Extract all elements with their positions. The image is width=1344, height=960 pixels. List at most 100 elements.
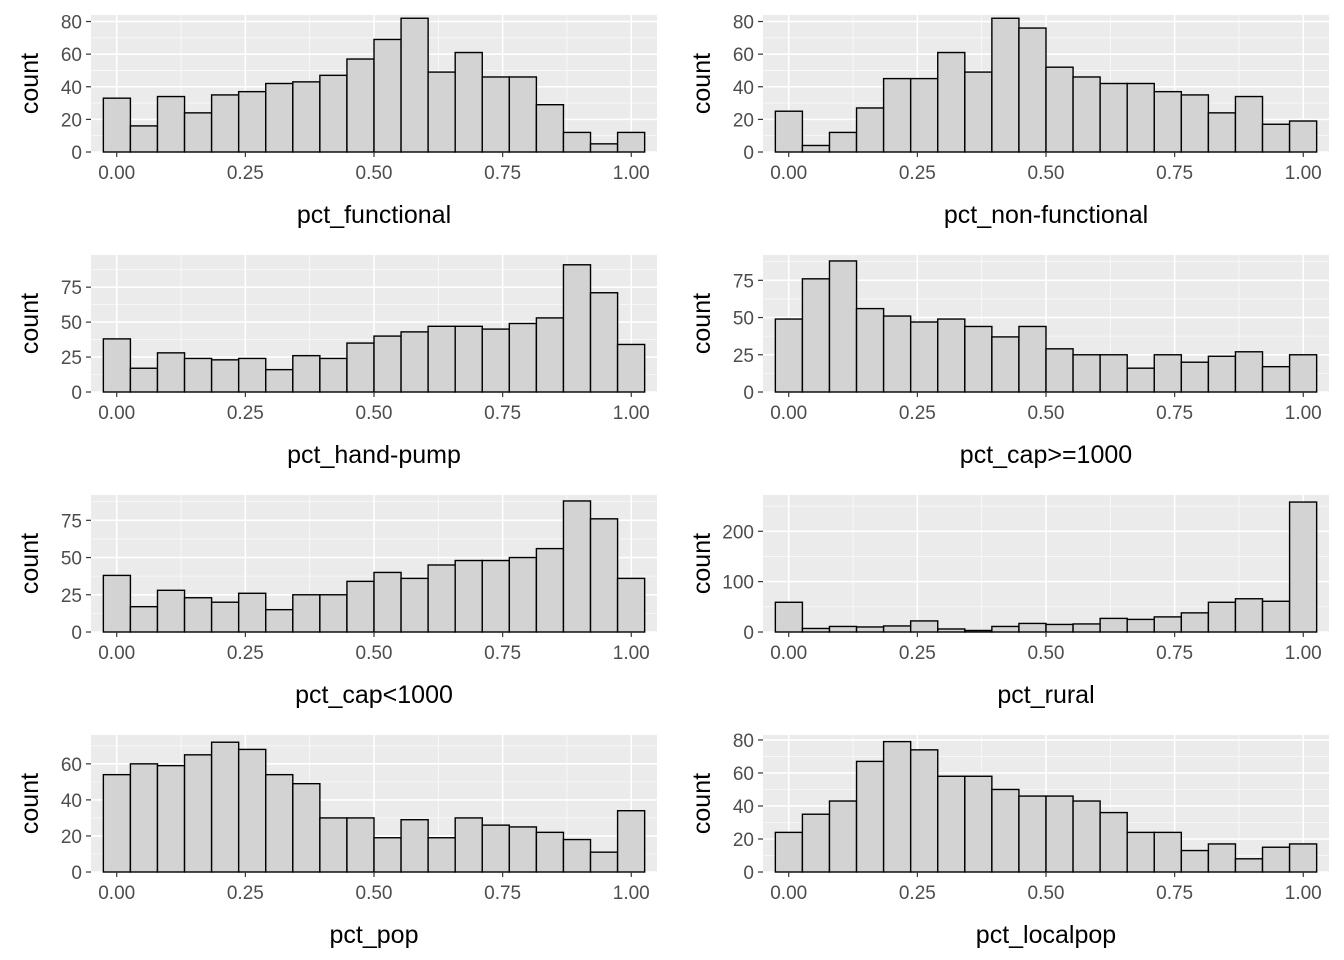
histogram-bar bbox=[937, 628, 966, 633]
y-tick-label: 0 bbox=[743, 623, 754, 644]
x-tick-label: 0.00 bbox=[98, 403, 135, 424]
histogram-bar bbox=[909, 77, 939, 153]
histogram-bar bbox=[183, 597, 213, 633]
y-tick-label: 80 bbox=[733, 731, 754, 752]
histogram-bar bbox=[589, 143, 619, 153]
y-tick-label: 0 bbox=[71, 143, 82, 164]
histogram-bar bbox=[1099, 811, 1128, 873]
x-tick-label: 1.00 bbox=[1285, 643, 1322, 664]
histogram-bar bbox=[400, 331, 429, 393]
x-tick-label: 0.50 bbox=[1028, 163, 1065, 184]
histogram-bar bbox=[1234, 351, 1264, 393]
histogram-bar bbox=[1180, 361, 1210, 393]
histogram-bar bbox=[1180, 94, 1210, 153]
histogram-panel-pct_cap<1000: 0.00 0.25 0.50 0.75 1.00 0 25 50 75 pct_cap<1000 c… bbox=[16, 495, 657, 709]
histogram-bar bbox=[991, 336, 1020, 393]
histogram-bar bbox=[237, 357, 267, 393]
histogram-bar bbox=[129, 125, 159, 153]
histogram-bar bbox=[237, 90, 267, 153]
x-tick-label: 0.00 bbox=[98, 163, 135, 184]
histogram-bar bbox=[1288, 501, 1318, 633]
histogram-bar bbox=[1180, 612, 1210, 633]
histogram-bar bbox=[292, 594, 321, 633]
histogram-bar bbox=[481, 824, 511, 873]
histogram-panel-pct_rural: 0.00 0.25 0.50 0.75 1.00 0 100 200 pct_rural coun… bbox=[688, 495, 1329, 709]
y-tick-label: 25 bbox=[733, 346, 754, 367]
histogram-bar bbox=[937, 318, 966, 393]
x-axis-title: pct_rural bbox=[997, 681, 1094, 709]
histogram-bar bbox=[129, 367, 159, 393]
y-axis-title: count bbox=[16, 533, 44, 594]
histogram-bar bbox=[373, 837, 402, 873]
x-tick-label: 0.75 bbox=[484, 163, 521, 184]
histogram-bar bbox=[292, 354, 321, 393]
x-axis-title: pct_functional bbox=[297, 201, 451, 229]
histogram-bar bbox=[454, 325, 483, 393]
histogram-bar bbox=[156, 352, 186, 393]
histogram-bar bbox=[427, 564, 456, 633]
histogram-bar bbox=[1045, 795, 1074, 873]
y-tick-label: 40 bbox=[733, 797, 754, 818]
x-tick-label: 1.00 bbox=[613, 403, 650, 424]
histogram-bar bbox=[991, 17, 1020, 153]
histogram-bar bbox=[210, 94, 240, 153]
histogram-bar bbox=[828, 625, 858, 633]
histogram-bar bbox=[508, 322, 538, 393]
histogram-bar bbox=[427, 837, 456, 873]
histogram-bar bbox=[1099, 354, 1128, 393]
histogram-bar bbox=[1018, 325, 1047, 393]
y-tick-label: 0 bbox=[743, 383, 754, 404]
y-tick-label: 75 bbox=[733, 271, 754, 292]
histogram-bar bbox=[801, 813, 831, 873]
histogram-bar bbox=[1126, 831, 1155, 873]
histogram-bar bbox=[1207, 601, 1237, 633]
histogram-bar bbox=[129, 605, 159, 633]
histogram-bar bbox=[535, 831, 565, 873]
histogram-bar bbox=[562, 500, 592, 633]
histogram-bar bbox=[237, 748, 267, 873]
histogram-bar bbox=[964, 629, 993, 633]
histogram-bar bbox=[1072, 354, 1101, 393]
histogram-bar bbox=[616, 343, 646, 393]
y-axis-title: count bbox=[16, 53, 44, 114]
histogram-bar bbox=[319, 594, 348, 633]
histogram-bar bbox=[129, 763, 159, 873]
histogram-bar bbox=[774, 831, 804, 873]
histogram-bar bbox=[265, 368, 294, 393]
histogram-bar bbox=[1126, 618, 1155, 633]
histogram-bar bbox=[265, 773, 294, 873]
x-tick-label: 0.00 bbox=[98, 883, 135, 904]
histogram-bar bbox=[1099, 82, 1128, 153]
histogram-bar bbox=[828, 131, 858, 153]
histogram-bar bbox=[183, 754, 213, 873]
histogram-bar bbox=[454, 817, 483, 873]
histogram-bar bbox=[1072, 76, 1101, 153]
histogram-bar bbox=[1234, 858, 1264, 873]
histogram-bar bbox=[265, 82, 294, 153]
histogram-bar bbox=[964, 775, 993, 873]
y-axis-title: count bbox=[688, 533, 716, 594]
histogram-bar bbox=[1153, 90, 1183, 153]
y-tick-label: 25 bbox=[61, 586, 82, 607]
x-tick-label: 0.00 bbox=[98, 643, 135, 664]
y-tick-label: 80 bbox=[61, 13, 82, 34]
histogram-bar bbox=[373, 335, 402, 393]
histogram-bar bbox=[828, 260, 858, 393]
histogram-panel-pct_non-functional: 0.00 0.25 0.50 0.75 1.00 0 20 40 60 80 pct_non-fun… bbox=[688, 13, 1329, 229]
x-tick-label: 1.00 bbox=[613, 163, 650, 184]
x-tick-label: 0.25 bbox=[899, 403, 936, 424]
histogram-bar bbox=[1153, 831, 1183, 873]
histogram-bar bbox=[346, 817, 375, 873]
x-tick-label: 0.25 bbox=[227, 883, 264, 904]
histogram-bar bbox=[562, 131, 592, 153]
histogram-bar bbox=[562, 838, 592, 873]
histogram-panel-pct_functional: 0.00 0.25 0.50 0.75 1.00 0 20 40 60 80 pct_functio… bbox=[16, 13, 657, 229]
histogram-bar bbox=[481, 328, 511, 393]
histogram-bar bbox=[909, 749, 939, 873]
y-tick-label: 25 bbox=[61, 348, 82, 369]
x-axis-title: pct_cap<1000 bbox=[295, 681, 453, 709]
y-tick-label: 60 bbox=[733, 45, 754, 66]
histogram-bar bbox=[855, 307, 885, 393]
histogram-bar bbox=[210, 741, 240, 873]
histogram-bar bbox=[400, 819, 429, 873]
